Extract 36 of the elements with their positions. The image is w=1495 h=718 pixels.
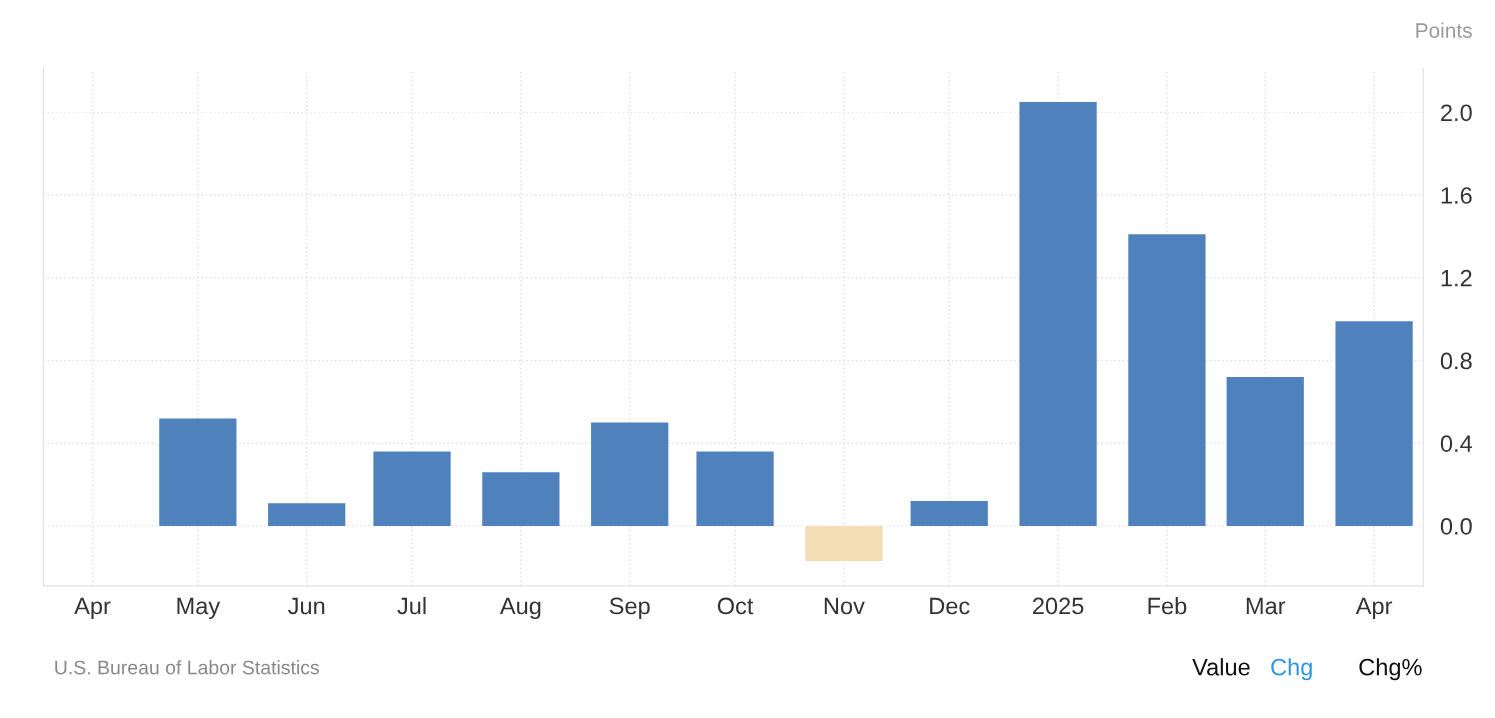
y-tick-label: 2.0 [1441,104,1472,122]
x-tick-label: Dec [930,597,970,615]
y-tick-label: 1.6 [1441,187,1472,204]
bar [1019,102,1097,526]
text: Value [1192,658,1250,676]
y-tick-label: 0.0 [1440,517,1472,535]
x-tick-label: May [177,597,221,620]
x-tick-label: Mar [1246,597,1286,615]
x-tick-label: 2025 [1033,597,1084,615]
x-tick-label: Feb [1148,597,1187,615]
bar [591,422,669,526]
bar [910,501,988,526]
bar [373,451,451,526]
bar [1128,234,1206,526]
x-tick-label: Oct [717,597,754,615]
text: Chg% [1359,658,1422,681]
y-axis-title: Points [1416,22,1472,38]
bar [1335,321,1413,526]
bar [268,503,346,526]
x-tick-label: Nov [824,597,865,615]
y-tick-label: 1.2 [1441,269,1472,287]
y-tick-label: 0.8 [1440,352,1472,370]
x-tick-label: Apr [74,597,111,620]
text: Chg [1271,658,1312,681]
bar [1226,377,1304,526]
x-tick-label: Aug [499,597,541,620]
bar [805,525,883,562]
x-tick-label: Jun [288,597,325,615]
bar [482,472,560,526]
x-tick-label: Sep [609,597,650,620]
x-tick-label: Apr [1355,597,1393,620]
bar [696,451,774,526]
text: U.S. Bureau of Labor Statistics [55,660,319,675]
y-tick-label: 0.4 [1440,435,1473,452]
x-tick-label: Jul [397,597,426,615]
bar [159,418,237,526]
